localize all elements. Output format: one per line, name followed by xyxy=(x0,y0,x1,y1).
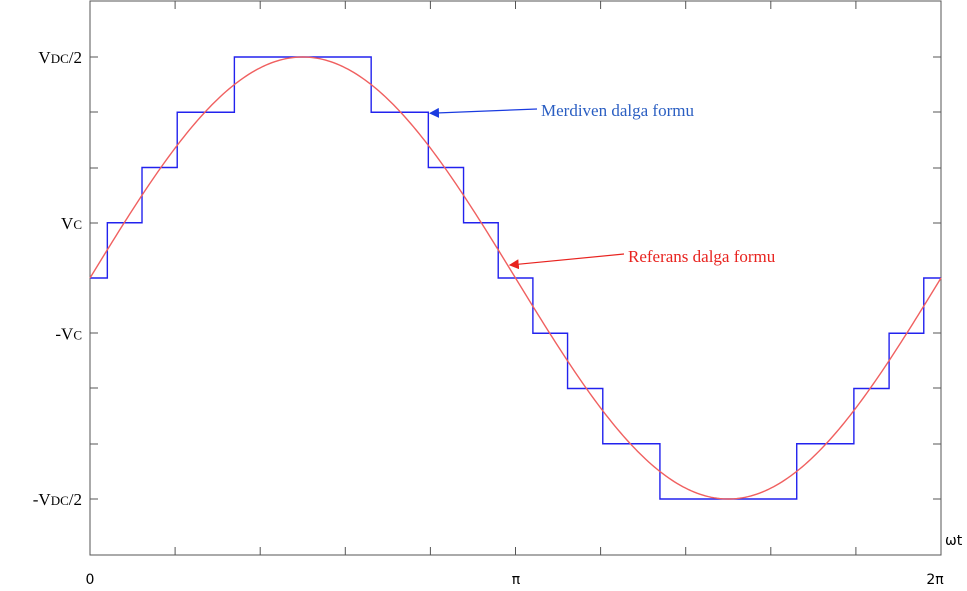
y-tick-label: VC xyxy=(61,214,82,233)
referans-arrow xyxy=(508,253,625,270)
y-tick-label: VDC/2 xyxy=(38,48,82,67)
series-referans-line xyxy=(89,56,942,500)
y-tick-label: -VC xyxy=(55,324,82,343)
referans-annotation-label: Referans dalga formu xyxy=(628,247,776,266)
x-tick-label: π xyxy=(512,572,521,588)
x-axis-label: ωt xyxy=(945,533,963,549)
series-layer xyxy=(89,56,942,500)
merdiven-arrow xyxy=(428,107,538,118)
x-tick-label: 2π xyxy=(926,572,944,588)
merdiven-annotation-label: Merdiven dalga formu xyxy=(541,101,694,120)
axis-labels: VDC/2 VC -VC -VDC/2 0 π 2π ωt xyxy=(33,48,963,588)
y-tick-label: -VDC/2 xyxy=(33,490,82,509)
x-tick-label: 0 xyxy=(86,572,95,588)
annotations: Merdiven dalga formu Referans dalga formu xyxy=(428,101,776,270)
